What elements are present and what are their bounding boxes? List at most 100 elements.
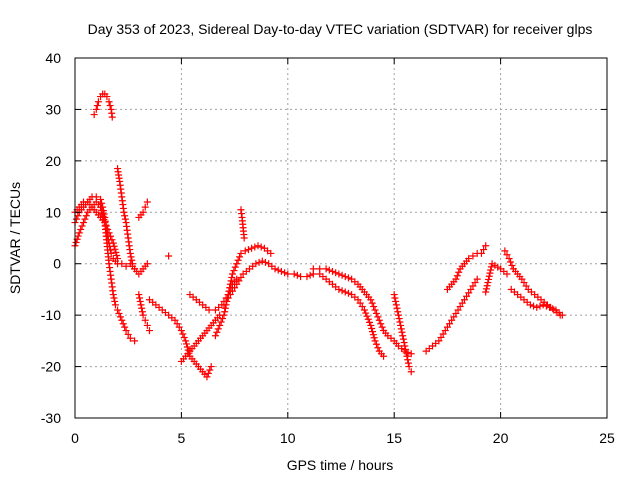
y-tick-label: 30 [45, 101, 61, 117]
data-point [122, 327, 130, 335]
data-point [293, 271, 301, 279]
data-point [115, 309, 123, 317]
data-point [486, 269, 494, 277]
data-point [338, 287, 346, 295]
series-arc-v [507, 285, 566, 319]
data-point [397, 321, 405, 329]
y-tick-label: -20 [41, 359, 61, 375]
data-point [143, 260, 151, 268]
data-point [374, 344, 382, 352]
data-point [131, 337, 139, 345]
data-point [487, 263, 495, 271]
x-tick-label: 15 [386, 430, 402, 446]
data-point [75, 229, 83, 237]
data-point [480, 246, 488, 254]
data-point [394, 311, 402, 319]
data-point [539, 301, 547, 309]
x-tick-label: 0 [71, 430, 79, 446]
data-point [257, 243, 265, 251]
series-arc-k [211, 242, 275, 340]
data-point [228, 273, 236, 281]
data-point [371, 306, 379, 314]
data-point [126, 249, 134, 257]
data-point [309, 265, 317, 273]
series-arc-t [482, 260, 511, 296]
chart-title: Day 353 of 2023, Sidereal Day-to-day VTE… [88, 21, 593, 37]
data-point [344, 289, 352, 297]
data-point [220, 311, 228, 319]
x-tick-label: 10 [280, 430, 296, 446]
data-point [402, 349, 410, 357]
data-point [370, 303, 378, 311]
data-point [399, 335, 407, 343]
plot-frame [74, 57, 608, 419]
series-arc-l [220, 257, 317, 309]
grid-lines [75, 58, 607, 418]
data-point [505, 255, 513, 263]
data-point [182, 337, 190, 345]
data-point [363, 312, 371, 320]
data-point [338, 271, 346, 279]
data-point [453, 272, 461, 280]
data-point [111, 301, 119, 309]
data-point [219, 315, 227, 323]
data-point [485, 275, 493, 283]
data-point [332, 269, 340, 277]
data-point [217, 318, 225, 326]
series-arc-d [90, 90, 116, 121]
data-point [99, 203, 107, 211]
data-point [104, 225, 112, 233]
data-point [183, 340, 191, 348]
data-point [138, 308, 146, 316]
data-point [325, 266, 333, 274]
data-point [503, 251, 511, 259]
data-point [322, 265, 330, 273]
data-point [118, 260, 126, 268]
data-point [274, 266, 282, 274]
data-point [401, 342, 409, 350]
series-arc-f [135, 198, 151, 221]
data-point [403, 352, 411, 360]
data-point [394, 308, 402, 316]
data-point [80, 219, 88, 227]
data-point [536, 302, 544, 310]
x-tick-labels: 0 5 10 15 20 25 [71, 430, 615, 446]
data-point [139, 208, 147, 216]
series-arc-r [422, 275, 481, 355]
series-arc-p [316, 270, 388, 360]
data-point [558, 311, 566, 319]
series-arc-q [390, 291, 415, 376]
data-point [234, 256, 242, 264]
data-point [395, 315, 403, 323]
data-point [372, 309, 380, 317]
data-markers [71, 90, 566, 381]
data-point [392, 297, 400, 305]
data-point [105, 229, 113, 237]
data-point [368, 325, 376, 333]
data-point [483, 282, 491, 290]
data-point [92, 193, 100, 201]
data-point [526, 301, 534, 309]
data-point [135, 291, 143, 299]
data-point [99, 207, 107, 215]
data-point [240, 234, 248, 242]
data-point [341, 288, 349, 296]
data-point [465, 255, 473, 263]
y-tick-label: 40 [45, 50, 61, 66]
data-point [203, 373, 211, 381]
data-point [258, 257, 266, 265]
data-point [114, 306, 122, 314]
data-point [487, 266, 495, 274]
data-point [213, 328, 221, 336]
data-point [485, 272, 493, 280]
data-point [455, 268, 463, 276]
data-point [106, 246, 114, 254]
series-arc-b [71, 193, 151, 278]
data-point [116, 313, 124, 321]
data-point [405, 363, 413, 371]
y-tick-label: -10 [41, 307, 61, 323]
data-point [179, 330, 187, 338]
data-point [105, 98, 113, 106]
data-point [391, 294, 399, 302]
data-point [368, 299, 376, 307]
